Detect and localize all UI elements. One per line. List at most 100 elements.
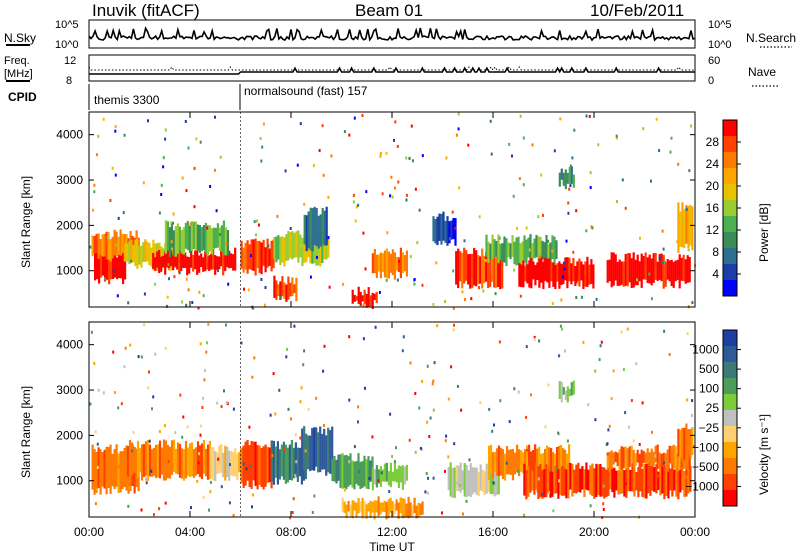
heatmap-speck xyxy=(563,267,566,271)
heatmap-speck xyxy=(445,156,448,160)
heatmap-speck xyxy=(585,114,588,118)
heatmap-cell xyxy=(194,250,197,270)
heatmap-cell xyxy=(294,442,297,478)
heatmap-cell xyxy=(523,235,526,263)
heatmap-cell xyxy=(495,256,498,288)
heatmap-cell xyxy=(345,504,348,519)
heatmap-speck xyxy=(416,241,419,245)
heatmap-cell xyxy=(345,454,348,490)
heatmap-speck xyxy=(181,435,184,439)
heatmap-cell xyxy=(438,213,441,241)
heatmap-speck xyxy=(686,332,689,336)
heatmap-cell xyxy=(371,467,374,491)
heatmap-cell xyxy=(204,448,208,477)
heatmap-speck xyxy=(511,154,513,158)
heatmap-cell xyxy=(681,202,684,248)
heatmap-cell xyxy=(674,446,677,470)
heatmap-speck xyxy=(140,508,143,512)
heatmap-speck xyxy=(264,286,267,289)
heatmap-cell xyxy=(277,235,280,260)
heatmap-cell xyxy=(628,446,631,467)
heatmap-cell xyxy=(313,206,316,246)
heatmap-cell xyxy=(128,240,131,265)
heatmap-speck xyxy=(394,120,397,124)
heatmap-cell xyxy=(313,427,316,471)
colorbar-tick-label: 25 xyxy=(706,401,720,415)
heatmap-cell xyxy=(144,441,148,476)
heatmap-cell xyxy=(126,446,130,477)
heatmap-cell xyxy=(554,264,557,289)
heatmap-speck xyxy=(426,420,429,424)
heatmap-cell xyxy=(349,453,352,485)
heatmap-cell xyxy=(434,219,437,244)
heatmap-speck xyxy=(150,469,153,473)
heatmap-speck xyxy=(218,233,221,236)
heatmap-cell xyxy=(136,238,139,269)
heatmap-cell xyxy=(559,467,562,495)
heatmap-cell xyxy=(99,449,102,495)
heatmap-speck xyxy=(93,362,96,365)
heatmap-cell xyxy=(487,241,490,263)
heatmap-speck xyxy=(468,458,471,462)
heatmap-speck xyxy=(493,423,495,427)
heatmap-cell xyxy=(114,254,117,278)
heatmap-speck xyxy=(461,290,464,294)
heatmap-cell xyxy=(313,233,316,264)
heatmap-cell xyxy=(107,446,110,488)
heatmap-speck xyxy=(391,195,394,199)
heatmap-cell xyxy=(136,440,140,478)
heatmap-cell xyxy=(511,235,514,257)
heatmap-cell xyxy=(567,462,570,499)
heatmap-cell xyxy=(521,241,524,265)
heatmap-speck xyxy=(464,298,466,302)
heatmap-speck xyxy=(249,254,252,258)
heatmap-cell xyxy=(178,248,181,274)
heatmap-cell xyxy=(584,261,587,287)
heatmap-speck xyxy=(124,346,127,350)
heatmap-cell xyxy=(519,243,522,267)
heatmap-cell xyxy=(319,236,322,267)
heatmap-speck xyxy=(95,153,98,157)
heatmap-speck xyxy=(410,124,413,128)
heatmap-cell xyxy=(493,239,496,257)
heatmap-speck xyxy=(389,412,392,416)
heatmap-cell xyxy=(293,284,296,293)
heatmap-cell xyxy=(593,468,596,499)
heatmap-cell xyxy=(686,255,689,283)
heatmap-speck xyxy=(575,296,578,299)
heatmap-cell xyxy=(684,259,687,284)
heatmap-speck xyxy=(624,411,627,415)
heatmap-cell xyxy=(291,231,294,260)
heatmap-cell xyxy=(555,240,558,259)
heatmap-speck xyxy=(291,511,294,514)
heatmap-speck xyxy=(650,179,652,183)
heatmap-cell xyxy=(375,500,378,513)
heatmap-cell xyxy=(260,242,263,275)
heatmap-speck xyxy=(398,260,401,263)
heatmap-cell xyxy=(672,261,675,288)
heatmap-cell xyxy=(652,253,655,283)
heatmap-cell xyxy=(256,445,259,490)
heatmap-speck xyxy=(102,391,105,395)
heatmap-speck xyxy=(128,486,131,490)
heatmap-cell xyxy=(100,251,103,278)
heatmap-cell xyxy=(238,452,241,473)
heatmap-speck xyxy=(522,136,525,140)
heatmap-cell xyxy=(224,227,227,256)
heatmap-cell xyxy=(206,248,209,270)
heatmap-cell xyxy=(323,210,326,246)
heatmap-cell xyxy=(564,449,567,478)
heatmap-cell xyxy=(525,239,528,266)
heatmap-cell xyxy=(452,218,455,240)
date-title: 10/Feb/2011 xyxy=(590,1,684,20)
nave-tick-bottom: 0 xyxy=(708,75,714,87)
heatmap-cell xyxy=(687,429,690,455)
heatmap-speck xyxy=(585,229,588,233)
heatmap-cell xyxy=(164,440,168,481)
heatmap-cell xyxy=(250,440,253,489)
heatmap-cell xyxy=(616,452,619,467)
ytick-label: 2000 xyxy=(56,218,83,232)
heatmap-cell xyxy=(471,253,474,288)
heatmap-cell xyxy=(206,225,209,257)
